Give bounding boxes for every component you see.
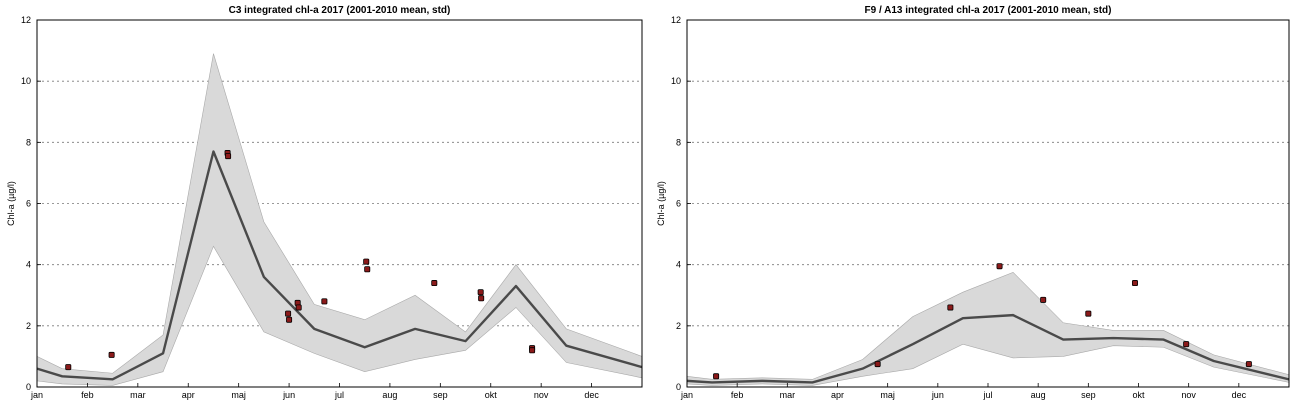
x-tick-label: jul: [982, 390, 992, 400]
observation-point: [1131, 280, 1138, 287]
std-band: [36, 53, 643, 386]
x-tick-label: jun: [282, 390, 295, 400]
x-tick-label: maj: [231, 390, 246, 400]
observation-point: [108, 351, 115, 358]
x-tick-label: okt: [485, 390, 498, 400]
y-axis-label: Chl-a (µg/l): [6, 181, 16, 226]
chart-title: C3 integrated chl-a 2017 (2001-2010 mean…: [229, 5, 451, 16]
y-tick-label: 10: [21, 76, 31, 86]
y-tick-label: 12: [21, 15, 31, 25]
x-tick-label: jun: [931, 390, 944, 400]
observation-point: [713, 373, 720, 380]
x-tick-label: aug: [1031, 390, 1046, 400]
y-tick-label: 10: [671, 76, 681, 86]
x-tick-label: jan: [30, 390, 43, 400]
chart-c3: C3 integrated chl-a 2017 (2001-2010 mean…: [6, 5, 643, 400]
observation-point: [1085, 310, 1092, 317]
observation-point: [1245, 361, 1252, 368]
x-tick-label: jan: [680, 390, 693, 400]
y-tick-label: 4: [676, 260, 681, 270]
y-tick-label: 6: [26, 199, 31, 209]
observation-point: [225, 153, 232, 160]
x-tick-label: sep: [1081, 390, 1096, 400]
observation-point: [996, 263, 1003, 270]
observation-point: [363, 258, 370, 265]
observation-point: [1040, 296, 1047, 303]
x-tick-label: mar: [130, 390, 146, 400]
observation-point: [529, 347, 536, 354]
chart-title: F9 / A13 integrated chl-a 2017 (2001-201…: [865, 5, 1112, 16]
observation-point: [874, 361, 881, 368]
mean-line: [36, 150, 643, 381]
y-tick-label: 2: [26, 321, 31, 331]
x-tick-label: apr: [182, 390, 195, 400]
observation-point: [478, 295, 485, 302]
observation-point: [295, 304, 302, 311]
x-tick-label: dec: [1232, 390, 1247, 400]
x-tick-label: feb: [731, 390, 744, 400]
x-tick-label: okt: [1132, 390, 1145, 400]
observation-point: [364, 266, 371, 273]
chart-f9-a13: F9 / A13 integrated chl-a 2017 (2001-201…: [656, 5, 1290, 400]
y-tick-label: 8: [676, 137, 681, 147]
x-tick-label: jul: [334, 390, 344, 400]
y-tick-label: 0: [676, 382, 681, 392]
observation-point: [286, 316, 293, 323]
x-tick-label: sep: [433, 390, 448, 400]
y-tick-label: 4: [26, 260, 31, 270]
y-tick-label: 2: [676, 321, 681, 331]
std-band: [686, 271, 1290, 386]
y-axis-label: Chl-a (µg/l): [656, 181, 666, 226]
observation-point: [321, 298, 328, 305]
observation-point: [285, 310, 292, 317]
y-tick-label: 12: [671, 15, 681, 25]
observation-point: [947, 304, 954, 311]
x-tick-label: nov: [1181, 390, 1196, 400]
observation-point: [65, 364, 72, 371]
y-tick-label: 8: [26, 137, 31, 147]
mean-line: [686, 313, 1290, 384]
x-tick-label: feb: [81, 390, 94, 400]
y-tick-label: 0: [26, 382, 31, 392]
x-tick-label: aug: [382, 390, 397, 400]
x-tick-label: maj: [880, 390, 895, 400]
observation-point: [477, 289, 484, 296]
x-tick-label: apr: [831, 390, 844, 400]
x-tick-label: nov: [534, 390, 549, 400]
observation-point: [1183, 341, 1190, 348]
observation-point: [431, 280, 438, 287]
x-tick-label: dec: [584, 390, 599, 400]
x-tick-label: mar: [780, 390, 796, 400]
y-tick-label: 6: [676, 199, 681, 209]
